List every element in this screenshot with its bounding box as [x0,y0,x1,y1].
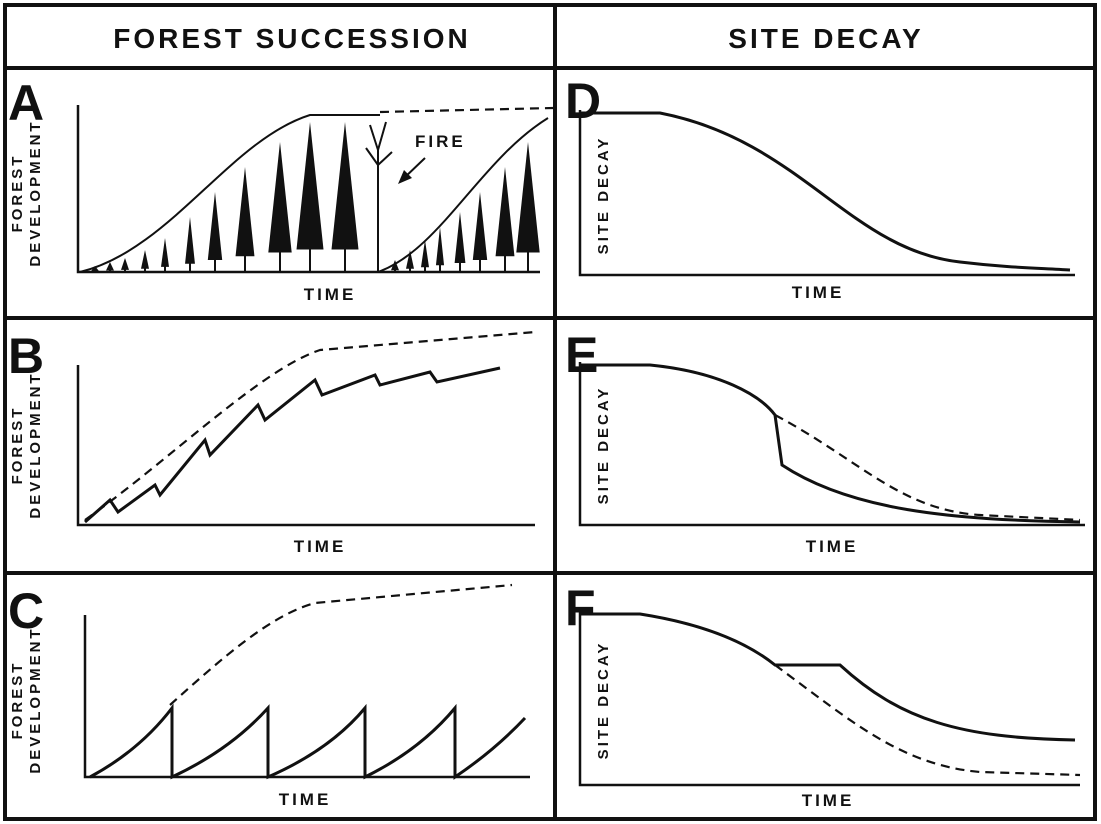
y-label: FOREST DEVELOPMENT [9,119,44,266]
dashed-curve [85,332,535,520]
tree [141,250,149,269]
panel-letter: E [565,327,598,383]
x-label: TIME [279,790,332,809]
x-label: TIME [294,537,347,556]
y-label-line: DEVELOPMENT [27,371,44,518]
y-label-line: FOREST [9,154,26,233]
figure: FOREST SUCCESSION SITE DECAY A FOREST DE… [0,0,1101,824]
tree [436,227,444,265]
tree [185,217,195,264]
tree [208,192,222,260]
tree [121,258,129,270]
tree [268,142,291,253]
axes [580,110,1075,275]
header: SITE DECAY [728,23,923,54]
y-label: SITE DECAY [595,386,612,505]
curve [580,113,1070,270]
axes [580,612,1080,785]
tree [516,142,539,253]
axes [78,365,535,525]
dashed-curve [380,108,553,112]
tree [455,212,466,263]
curve [90,708,525,777]
tree [297,122,324,250]
y-label: SITE DECAY [595,641,612,760]
x-label: TIME [304,285,357,304]
x-label: TIME [806,537,859,556]
header: FOREST SUCCESSION [113,23,470,54]
dashed-curve [170,585,512,705]
y-label: FOREST DEVELOPMENT [9,626,44,773]
tree [496,167,515,256]
y-label-line: DEVELOPMENT [27,626,44,773]
curve [580,614,1075,740]
tree [473,192,487,260]
axes [580,362,1085,525]
y-label-line: DEVELOPMENT [27,119,44,266]
curve [580,365,1080,522]
dashed-curve [775,415,1080,520]
trees [91,122,540,272]
frame [5,5,1095,819]
tree [236,167,255,256]
y-label-line: FOREST [9,661,26,740]
y-label-line: FOREST [9,406,26,485]
y-label: SITE DECAY [595,136,612,255]
x-label: TIME [792,283,845,302]
annotation: FIRE [415,132,466,151]
axes [85,615,530,777]
y-label: FOREST DEVELOPMENT [9,371,44,518]
panel-letter: D [565,73,601,129]
tree [332,122,359,250]
tree [161,238,169,267]
curve [85,368,500,522]
x-label: TIME [802,791,855,810]
